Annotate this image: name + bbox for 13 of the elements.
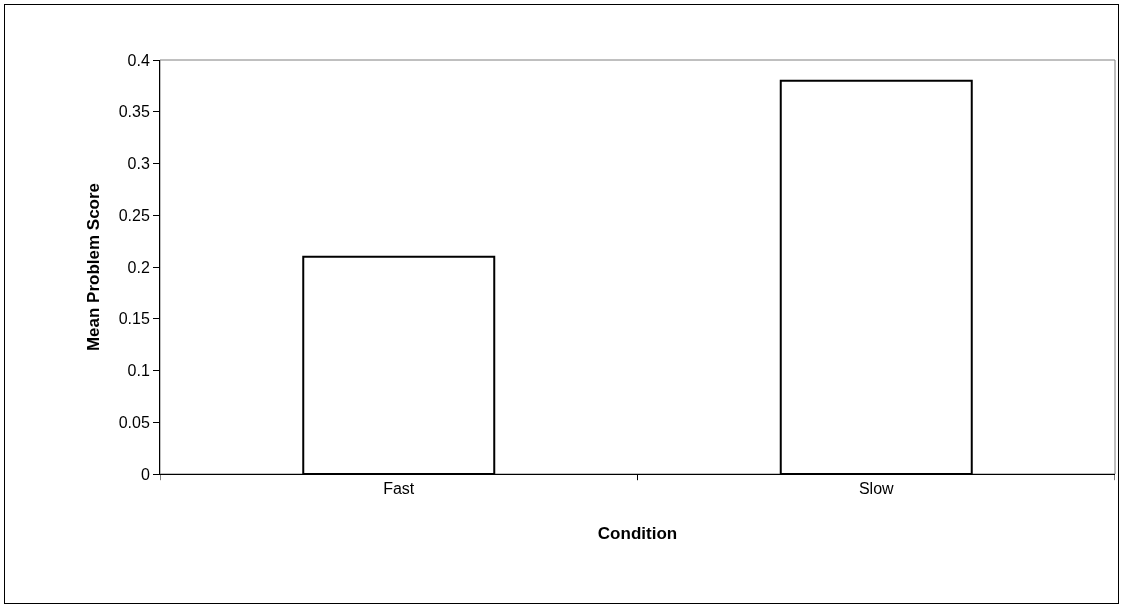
y-axis-title: Mean Problem Score: [84, 182, 104, 352]
y-tick-label: 0.1: [127, 362, 150, 380]
y-tick-label: 0.15: [118, 310, 150, 328]
y-tick-label: 0.25: [118, 206, 150, 224]
y-tick-label: 0.2: [127, 258, 150, 276]
y-tick-label: 0.4: [127, 51, 150, 69]
y-tick-label: 0.35: [118, 103, 150, 121]
x-axis-title: Condition: [597, 523, 678, 543]
x-tick-label: Slow: [858, 480, 895, 498]
x-tick-label: Fast: [383, 480, 415, 498]
y-tick-label: 0: [140, 465, 150, 483]
y-tick-label: 0.3: [127, 155, 150, 173]
y-tick-label: 0.05: [118, 413, 150, 431]
